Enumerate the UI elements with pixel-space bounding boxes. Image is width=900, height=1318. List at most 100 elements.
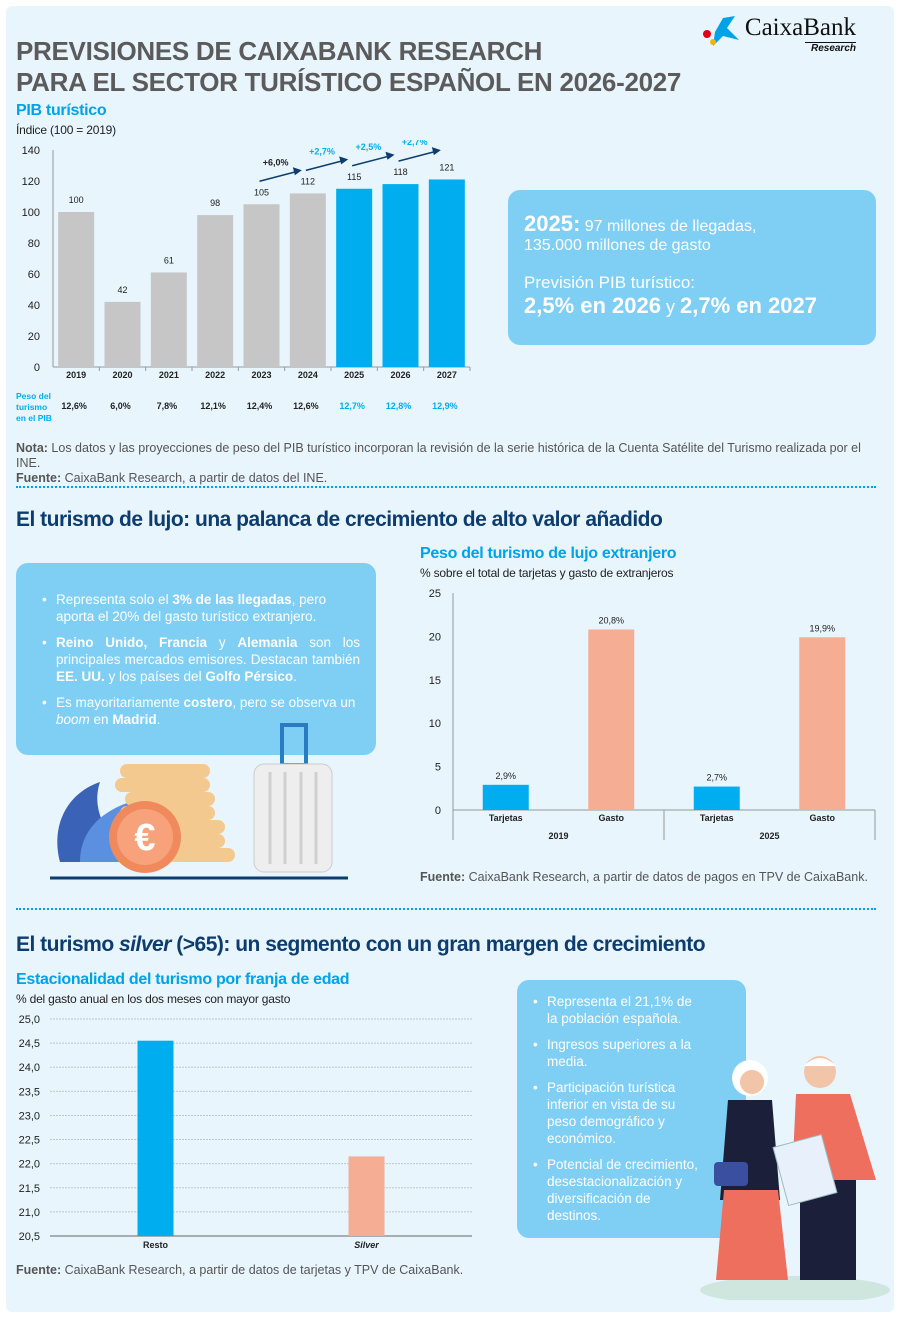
bar-value-label: 98 (210, 198, 220, 208)
page-title: PREVISIONES DE CAIXABANK RESEARCH PARA E… (16, 36, 681, 98)
source3: Fuente: CaixaBank Research, a partir de … (16, 1263, 464, 1277)
bullet-item: Es mayoritariamente costero, pero se obs… (42, 694, 360, 728)
section2-heading: El turismo de lujo: una palanca de creci… (16, 508, 663, 531)
y-tick-label: 80 (28, 238, 40, 250)
highlight-line2: 135.000 millones de gasto (524, 237, 711, 254)
peso-pib-label: en el PIB (16, 413, 52, 423)
y-tick-label: 0 (435, 805, 441, 817)
note-label: Nota: (16, 441, 48, 455)
source-label: Fuente: (16, 471, 62, 485)
y-tick-label: 23,5 (19, 1086, 40, 1098)
chart1-title: PIB turístico (16, 102, 107, 119)
bar-value-label: 61 (164, 255, 174, 265)
x-tick-label: 2023 (251, 370, 271, 380)
bullet-item: Representa el 21,1% de la población espa… (533, 993, 693, 1027)
group-label: 2025 (759, 831, 779, 841)
x-tick-label: 2020 (112, 370, 132, 380)
x-tick-label: 2024 (298, 370, 318, 380)
y-tick-label: 0 (34, 362, 40, 374)
peso-pib-value: 6,0% (110, 401, 131, 411)
bar-value-label: 42 (117, 285, 127, 295)
x-tick-label: 2026 (390, 370, 410, 380)
chart3-subtitle: % del gasto anual en los dos meses con m… (16, 992, 291, 1006)
peso-pib-label: Peso del (16, 391, 51, 401)
bullet-item: Representa solo el 3% de las llegadas, p… (42, 591, 360, 625)
peso-pib-value: 7,8% (157, 401, 178, 411)
peso-pib-value: 12,6% (61, 401, 87, 411)
y-tick-label: 100 (22, 207, 40, 219)
bullet-item: Reino Unido, Francia y Alemania son los … (42, 634, 360, 685)
growth-label: +2,7% (402, 140, 428, 147)
source-text: CaixaBank Research, a partir de datos de… (61, 471, 328, 485)
divider (16, 486, 876, 488)
chart-pib-turistico: 0 20 40 60 80 100 120 140 100 2019 12,6% 42 2020 6,0%… (16, 140, 471, 423)
forecast-and: y (660, 297, 680, 317)
y-tick-label: 15 (429, 675, 441, 687)
silver-box: Representa el 21,1% de la población espa… (517, 980, 746, 1238)
bar-value-label: 19,9% (809, 623, 835, 633)
chart2-title: Peso del turismo de lujo extranjero (420, 545, 677, 562)
bar-2027 (428, 179, 465, 367)
luxury-box: Representa solo el 3% de las llegadas, p… (16, 563, 376, 755)
y-tick-label: 20 (28, 331, 40, 343)
y-tick-label: 40 (28, 300, 40, 312)
y-tick-label: 22,5 (19, 1135, 40, 1147)
arrow-head-icon (385, 151, 395, 160)
title-line-1: PREVISIONES DE CAIXABANK RESEARCH (16, 36, 543, 66)
bar-2025-Tarjetas (693, 786, 740, 810)
highlight-line1: 97 millones de llegadas, (580, 218, 757, 235)
growth-arrow (259, 170, 299, 182)
bar-2019-Gasto (588, 629, 635, 810)
y-tick-label: 20 (429, 631, 441, 643)
y-tick-label: 140 (22, 145, 40, 157)
note-text: Los datos y las proyecciones de peso del… (16, 441, 861, 470)
bar-2021 (150, 272, 187, 367)
peso-pib-value: 12,1% (200, 401, 226, 411)
luxury-bullets: Representa solo el 3% de las llegadas, p… (42, 591, 360, 728)
bar-value-label: 2,9% (495, 771, 516, 781)
y-tick-label: 5 (435, 762, 441, 774)
bar-value-label: 100 (69, 195, 84, 205)
x-tick-label: Gasto (809, 813, 835, 823)
peso-pib-value: 12,6% (293, 401, 319, 411)
bar-2024 (289, 193, 326, 367)
peso-pib-value: 12,8% (386, 401, 412, 411)
bar-value-label: 112 (301, 176, 315, 186)
bar-2020 (104, 301, 141, 367)
y-tick-label: 10 (429, 718, 441, 730)
y-tick-label: 22,0 (19, 1159, 40, 1171)
x-tick-label: 2019 (66, 370, 86, 380)
x-tick-label: Tarjetas (489, 813, 523, 823)
chart2-subtitle: % sobre el total de tarjetas y gasto de … (420, 566, 674, 580)
bullet-item: Ingresos superiores a la media. (533, 1036, 693, 1070)
bullet-item: Potencial de crecimiento, desestacionali… (533, 1156, 708, 1224)
growth-arrow (398, 150, 438, 162)
senior-couple-illustration (700, 1056, 890, 1300)
forecast-label: Previsión PIB turístico: (524, 273, 696, 292)
bar-2026 (382, 184, 419, 367)
bullet-item: Participación turística inferior en vist… (533, 1079, 693, 1147)
forecast-2026: 2,5% en 2026 (524, 293, 661, 318)
logo-name: CaixaBank (744, 14, 856, 41)
peso-pib-label: turismo (16, 402, 47, 412)
x-tick-label: Gasto (598, 813, 624, 823)
x-tick-label: 2022 (205, 370, 225, 380)
bar-2022 (197, 215, 234, 367)
bar-value-label: 2,7% (706, 773, 727, 783)
growth-label: +2,7% (309, 146, 335, 156)
bar-2025 (336, 188, 373, 367)
y-tick-label: 25 (429, 588, 441, 600)
bar-value-label: 105 (254, 187, 269, 197)
logo-sub: Research (804, 42, 856, 54)
y-tick-label: 60 (28, 269, 40, 281)
arrow-head-icon (339, 156, 349, 165)
divider (16, 908, 876, 910)
y-tick-label: 21,0 (19, 1207, 40, 1219)
arrow-head-icon (431, 147, 441, 156)
bar-Silver (348, 1156, 385, 1236)
source2: Fuente: CaixaBank Research, a partir de … (420, 870, 868, 884)
forecast-2027: 2,7% en 2027 (680, 293, 817, 318)
title-line-2: PARA EL SECTOR TURÍSTICO ESPAÑOL EN 2026… (16, 67, 682, 97)
y-tick-label: 24,5 (19, 1038, 40, 1050)
x-tick-label: 2021 (159, 370, 179, 380)
